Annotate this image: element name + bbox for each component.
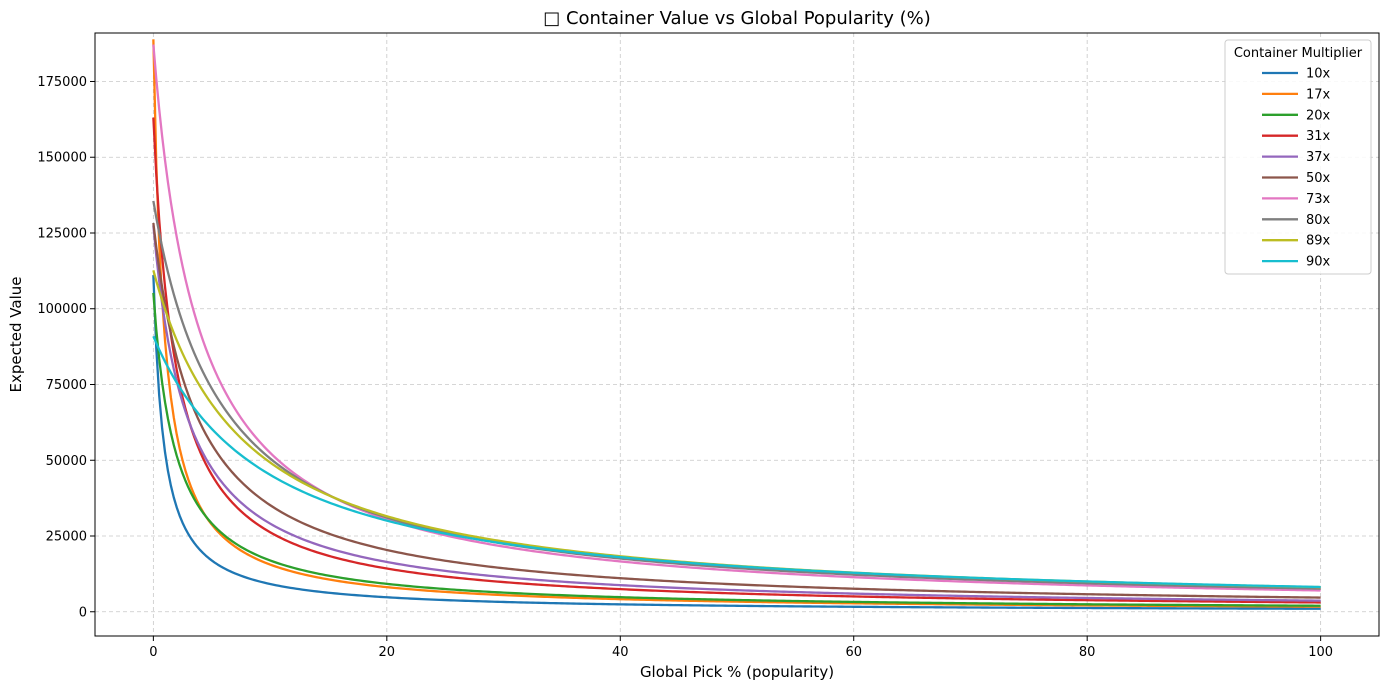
y-tick-label: 100000 — [37, 302, 87, 317]
legend-item: 31x — [1262, 129, 1331, 144]
x-axis-label: Global Pick % (popularity) — [640, 663, 834, 681]
y-tick-label: 0 — [79, 605, 87, 620]
legend-item: 89x — [1262, 234, 1331, 249]
plot-frame — [94, 32, 1380, 637]
legend-item: 73x — [1262, 192, 1331, 207]
x-tick-label: 100 — [1308, 645, 1333, 660]
series-line-50x — [152, 222, 1321, 599]
legend-label: 10x — [1306, 67, 1331, 82]
series-line-89x — [152, 270, 1321, 589]
series-line-73x — [152, 44, 1321, 592]
series-line-31x — [152, 117, 1321, 604]
legend-item: 10x — [1262, 67, 1331, 82]
legend-title: Container Multiplier — [1234, 46, 1363, 61]
y-tick-label: 25000 — [46, 530, 87, 545]
y-tick-label: 175000 — [37, 75, 87, 90]
legend-item: 17x — [1262, 87, 1331, 102]
grid — [95, 33, 1379, 636]
series-line-80x — [152, 200, 1321, 590]
legend-item: 20x — [1262, 108, 1331, 123]
x-tick-label: 20 — [379, 645, 396, 660]
legend-label: 80x — [1306, 213, 1331, 228]
legend-label: 37x — [1306, 150, 1331, 165]
series-line-37x — [152, 225, 1321, 602]
legend-label: 50x — [1306, 171, 1331, 186]
legend-label: 17x — [1306, 87, 1331, 102]
series-lines — [152, 39, 1321, 610]
y-axis-label: Expected Value — [7, 277, 25, 393]
legend-item: 80x — [1262, 213, 1331, 228]
x-tick-label: 80 — [1079, 645, 1096, 660]
legend-item: 50x — [1262, 171, 1331, 186]
legend-label: 31x — [1306, 129, 1331, 144]
legend-label: 20x — [1306, 108, 1331, 123]
legend-item: 37x — [1262, 150, 1331, 165]
chart-title: □ Container Value vs Global Popularity (… — [543, 8, 931, 29]
legend-label: 73x — [1306, 192, 1331, 207]
series-line-10x — [152, 274, 1321, 610]
y-tick-label: 75000 — [46, 378, 87, 393]
y-tick-label: 50000 — [46, 454, 87, 469]
legend: Container Multiplier 10x 17x 20x 31x 37x 50x 7… — [1224, 39, 1372, 275]
x-tick-label: 60 — [845, 645, 862, 660]
series-line-90x — [152, 335, 1321, 589]
axis-ticks: 0 20 40 60 80 100 0 25000 50000 75000 100000 125000… — [37, 75, 1333, 660]
series-line-17x — [152, 39, 1321, 608]
legend-item: 90x — [1262, 255, 1331, 270]
series-line-20x — [152, 292, 1321, 607]
legend-items: 10x 17x 20x 31x 37x 50x 73x 80x 89x 90x — [1262, 67, 1331, 270]
y-tick-label: 125000 — [37, 226, 87, 241]
legend-label: 89x — [1306, 234, 1331, 249]
x-tick-label: 40 — [612, 645, 629, 660]
legend-label: 90x — [1306, 255, 1331, 270]
y-tick-label: 150000 — [37, 151, 87, 166]
x-tick-label: 0 — [149, 645, 157, 660]
